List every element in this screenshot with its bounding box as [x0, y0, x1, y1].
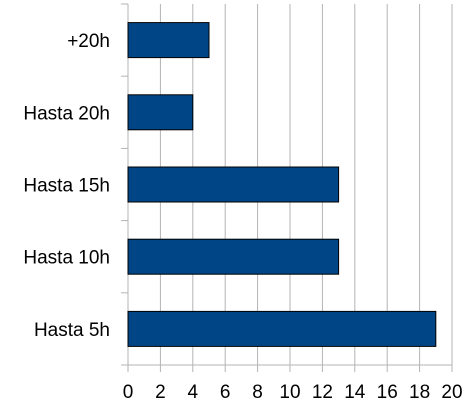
x-tick-label-2: 2: [155, 382, 166, 403]
category-label-2: Hasta 15h: [23, 176, 110, 197]
bar-2: [127, 166, 340, 203]
category-label-4: Hasta 5h: [34, 320, 110, 341]
labels: 0 2 4 6 8 10 12 14 16 18 20 +20h Hasta 20h Hasta 15h H…: [23, 31, 462, 403]
x-tick-label-8: 8: [252, 382, 263, 403]
x-tick-label-0: 0: [123, 382, 134, 403]
x-tick-label-10: 10: [279, 382, 300, 403]
x-tick-label-12: 12: [312, 382, 333, 403]
bar-4: [127, 310, 437, 347]
bar-0: [127, 22, 210, 59]
x-tick-label-18: 18: [409, 382, 430, 403]
category-label-0: +20h: [67, 31, 110, 52]
bars: [127, 22, 437, 347]
x-tick-label-4: 4: [188, 382, 199, 403]
x-tick-label-6: 6: [220, 382, 231, 403]
x-tick-label-20: 20: [441, 382, 462, 403]
category-label-1: Hasta 20h: [23, 103, 110, 124]
category-label-3: Hasta 10h: [23, 248, 110, 269]
x-tick-label-14: 14: [344, 382, 366, 403]
bar-1: [127, 94, 194, 131]
x-tick-label-16: 16: [377, 382, 398, 403]
bar-3: [127, 238, 340, 275]
